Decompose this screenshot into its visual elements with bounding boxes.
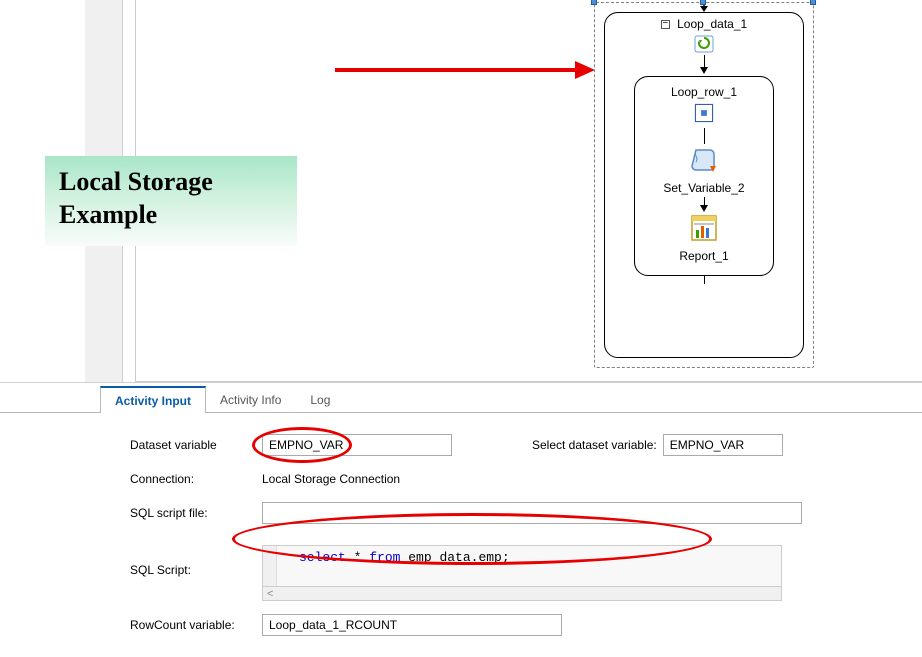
tab-bar: Activity Input Activity Info Log [0, 383, 922, 413]
sql-editor[interactable]: select * from emp_data.emp; [262, 545, 782, 587]
selection-handle[interactable] [591, 0, 597, 5]
sql-code-line: select * from emp_data.emp; [271, 550, 773, 565]
collapse-icon[interactable]: − [661, 20, 670, 29]
arrow-down-icon [700, 67, 708, 74]
sql-star: * [346, 550, 369, 565]
sql-script-label: SQL Script: [130, 563, 191, 577]
label-line1: Local Storage [59, 167, 213, 196]
connector [704, 197, 705, 205]
editor-scrollbar[interactable]: < [262, 587, 782, 601]
label-line2: Example [59, 200, 157, 229]
arrow-down-icon [700, 205, 708, 212]
rowcount-label: RowCount variable: [130, 618, 262, 632]
loop-refresh-icon [694, 35, 714, 53]
select-dataset-input[interactable] [663, 434, 783, 456]
connector [704, 128, 705, 144]
rowcount-input[interactable] [262, 614, 562, 636]
row-rowcount: RowCount variable: [130, 613, 902, 637]
connector [704, 55, 705, 67]
row-sql-file: SQL script file: [130, 501, 902, 525]
dataset-variable-input[interactable] [262, 434, 452, 456]
loop-row-label: Loop_row_1 [639, 85, 769, 99]
row-connection: Connection: Local Storage Connection [130, 467, 902, 491]
script-icon [690, 146, 718, 174]
properties-panel: Activity Input Activity Info Log Dataset… [0, 382, 922, 646]
sql-file-label: SQL script file: [130, 506, 262, 520]
sql-file-input[interactable] [262, 502, 802, 524]
tab-log[interactable]: Log [295, 386, 345, 412]
form-area-lower: RowCount variable: [0, 601, 922, 657]
scroll-left-indicator: < [267, 588, 273, 600]
red-arrow-annotation [335, 55, 595, 85]
selection-handle[interactable] [810, 0, 816, 5]
tab-activity-input[interactable]: Activity Input [100, 386, 206, 413]
connection-value: Local Storage Connection [262, 472, 400, 486]
form-area: Dataset variable Select dataset variable… [0, 413, 922, 545]
connector [704, 276, 705, 284]
selection-handle[interactable] [700, 0, 706, 5]
dataset-variable-label: Dataset variable [130, 438, 262, 452]
loop-data-node[interactable]: − Loop_data_1 Loop_row_1 S [604, 12, 804, 358]
row-dataset-variable: Dataset variable Select dataset variable… [130, 433, 902, 457]
title-label-box: Local Storage Example [45, 156, 297, 246]
set-variable-label: Set_Variable_2 [639, 181, 769, 195]
report-chart-icon [690, 214, 718, 242]
kw-select: select [299, 550, 346, 565]
tab-activity-info[interactable]: Activity Info [205, 386, 296, 412]
workflow-canvas: Local Storage Example − Loop_data_1 Loop… [0, 0, 922, 382]
loop-data-label: Loop_data_1 [677, 17, 747, 31]
grid-icon [694, 103, 714, 123]
editor-gutter [263, 546, 277, 586]
loop-data-title-row: − Loop_data_1 [605, 17, 803, 31]
report-label: Report_1 [639, 249, 769, 263]
connection-label: Connection: [130, 472, 262, 486]
loop-row-node[interactable]: Loop_row_1 Set_Variable_2 [634, 76, 774, 276]
kw-from: from [369, 550, 400, 565]
select-dataset-label: Select dataset variable: [532, 438, 657, 452]
sql-rest: emp_data.emp; [400, 550, 509, 565]
